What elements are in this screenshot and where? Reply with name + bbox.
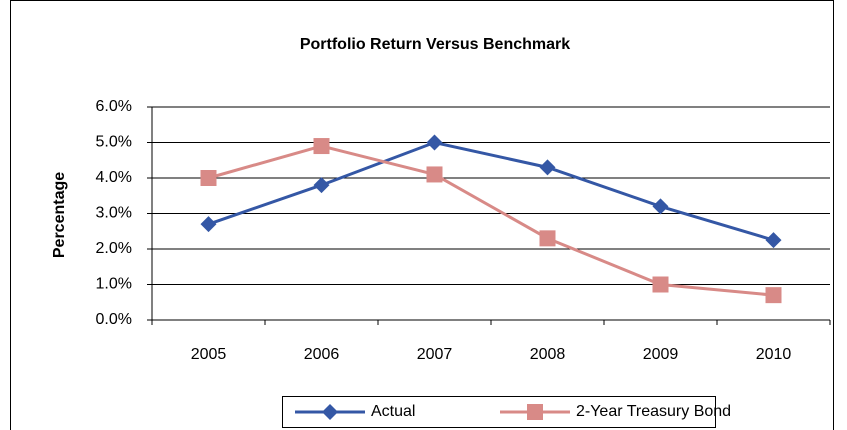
data-point: [652, 276, 669, 293]
legend-marker: [322, 404, 338, 420]
legend-marker: [527, 404, 543, 420]
y-tick-label: 6.0%: [96, 98, 132, 115]
chart-title: Portfolio Return Versus Benchmark: [300, 36, 570, 53]
y-tick-label: 2.0%: [96, 240, 132, 257]
data-point: [313, 138, 330, 155]
x-tick-label: 2010: [756, 346, 792, 363]
y-tick-label: 3.0%: [96, 205, 132, 222]
x-tick-label: 2006: [304, 346, 340, 363]
series-line: [208, 140, 774, 242]
x-tick-label: 2009: [643, 346, 679, 363]
legend-label: 2-Year Treasury Bond: [576, 403, 731, 420]
x-tick-label: 2007: [417, 346, 453, 363]
data-point: [313, 177, 330, 194]
data-point: [539, 230, 556, 247]
data-point: [765, 232, 782, 249]
y-tick-label: 5.0%: [96, 134, 132, 151]
legend-label: Actual: [371, 403, 415, 420]
x-tick-label: 2008: [530, 346, 566, 363]
series-line: [208, 144, 774, 297]
data-point: [765, 287, 782, 304]
y-tick-label: 4.0%: [96, 169, 132, 186]
data-point: [652, 198, 669, 215]
x-tick-label: 2005: [191, 346, 227, 363]
y-tick-label: 0.0%: [96, 311, 132, 328]
data-point: [200, 170, 217, 186]
data-point: [426, 134, 443, 151]
data-point: [200, 216, 217, 233]
y-tick-label: 1.0%: [96, 276, 132, 293]
data-point: [426, 166, 443, 183]
data-point: [539, 159, 556, 176]
y-axis-label: Percentage: [51, 172, 68, 258]
chart-border: [10, 0, 834, 430]
